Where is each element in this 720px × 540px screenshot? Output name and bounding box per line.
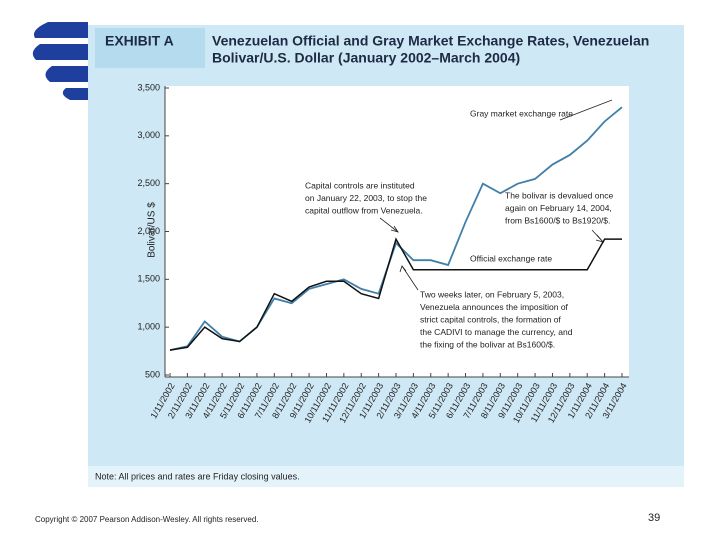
series-label: Official exchange rate <box>470 253 552 263</box>
y-tick-label: 2,000 <box>137 226 160 236</box>
annotation: the CADIVI to manage the currency, and <box>420 327 573 337</box>
annotation: capital outflow from Venezuela. <box>305 205 423 215</box>
note: Note: All prices and rates are Friday cl… <box>95 471 300 481</box>
annotation: Capital controls are instituted <box>305 180 415 190</box>
annotation: from Bs1600/$ to Bs1920/$. <box>505 215 610 225</box>
decoration <box>32 22 88 100</box>
chart-title: Bolivar/U.S. Dollar (January 2002–March … <box>212 50 520 66</box>
page-number: 39 <box>648 512 660 524</box>
y-tick-label: 3,500 <box>137 82 160 92</box>
annotation: The bolivar is devalued once <box>505 190 613 200</box>
y-tick-label: 2,500 <box>137 178 160 188</box>
exhibit-box <box>95 28 205 68</box>
note-bar <box>88 466 684 487</box>
chart-title: Venezuelan Official and Gray Market Exch… <box>212 33 649 49</box>
y-tick-label: 1,000 <box>137 322 160 332</box>
data-line <box>169 237 622 351</box>
copyright: Copyright © 2007 Pearson Addison-Wesley.… <box>35 515 259 524</box>
y-tick-label: 1,500 <box>137 274 160 284</box>
y-tick-label: 3,000 <box>137 130 160 140</box>
annotation: Two weeks later, on February 5, 2003, <box>420 289 564 299</box>
series-label: Gray market exchange rate <box>470 108 573 118</box>
annotation: Venezuela announces the imposition of <box>420 302 569 312</box>
y-tick-label: 500 <box>145 369 160 379</box>
annotation: again on February 14, 2004, <box>505 203 612 213</box>
y-axis-label: Bolivar/US $ <box>147 202 158 258</box>
annotation: strict capital controls, the formation o… <box>420 314 561 324</box>
annotation: on January 22, 2003, to stop the <box>305 193 427 203</box>
annotation: the fixing of the bolivar at Bs1600/$. <box>420 339 555 349</box>
exhibit-label: EXHIBIT A <box>105 33 174 49</box>
